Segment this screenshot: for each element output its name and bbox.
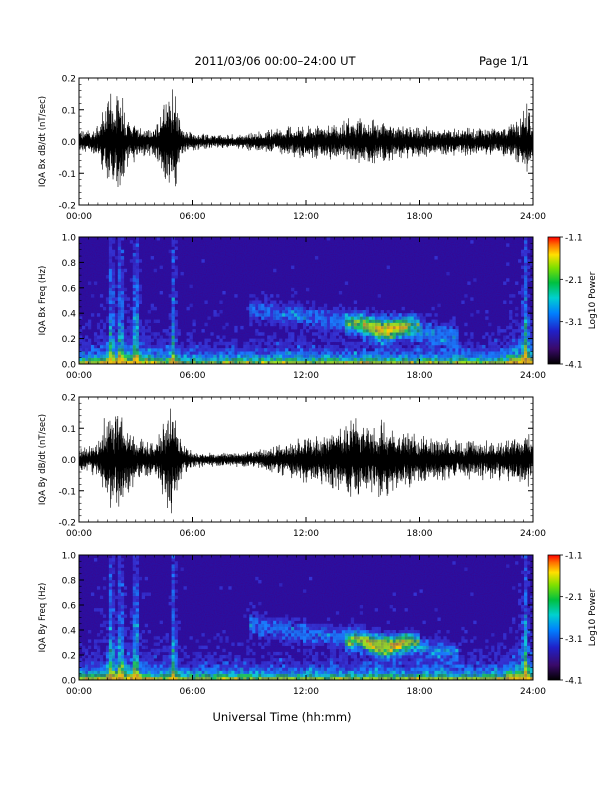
series-trace bbox=[79, 409, 533, 514]
y-tick-label: 0.0 bbox=[62, 138, 77, 148]
y-tick-label: -0.1 bbox=[58, 487, 76, 497]
x-tick-label: 24:00 bbox=[520, 529, 546, 539]
x-tick-label: 12:00 bbox=[293, 371, 319, 381]
y-axis-label: IQA Bx dB/dt (nT/sec) bbox=[38, 96, 48, 187]
colorbar-tick-label: -2.1 bbox=[565, 276, 583, 286]
y-tick-label: 0.8 bbox=[62, 577, 77, 587]
y-tick-label: 0.2 bbox=[62, 335, 76, 345]
colorbar: -1.1 -2.1 -3.1 -4.1 Log10 Power bbox=[548, 552, 598, 687]
x-tick-label: 00:00 bbox=[66, 687, 92, 697]
x-tick-label: 06:00 bbox=[180, 371, 206, 381]
panel-3: 00:00 06:00 12:00 18:00 24:00 -0.2 -0.1 0.0 0.1 0… bbox=[38, 394, 546, 540]
y-tick-label: 0.4 bbox=[62, 627, 77, 637]
y-tick-label: -0.2 bbox=[58, 519, 76, 529]
x-tick-label: 18:00 bbox=[407, 687, 433, 697]
colorbar-gradient bbox=[548, 555, 560, 680]
y-tick-label: 0.0 bbox=[62, 361, 77, 371]
y-tick-label: 0.1 bbox=[62, 425, 76, 435]
panels: 00:00 06:00 12:00 18:00 24:00 -0.2 -0.1 0.0 0.1 0… bbox=[38, 75, 598, 698]
colorbar-tick-label: -1.1 bbox=[565, 234, 583, 244]
x-tick-label: 00:00 bbox=[66, 529, 92, 539]
colorbar: -1.1 -2.1 -3.1 -4.1 Log10 Power bbox=[548, 234, 598, 371]
y-tick-label: 1.0 bbox=[62, 234, 77, 244]
y-tick-label: 0.2 bbox=[62, 394, 76, 404]
panel-2: -1.1 -2.1 -3.1 -4.1 Log10 Power 00:00 06:00 12:… bbox=[38, 234, 598, 382]
y-tick-label: 0.2 bbox=[62, 652, 76, 662]
colorbar-label: Log10 Power bbox=[588, 588, 598, 646]
x-tick-label: 00:00 bbox=[66, 371, 92, 381]
y-tick-label: 0.6 bbox=[62, 284, 77, 294]
x-tick-label: 06:00 bbox=[180, 529, 206, 539]
y-tick-label: -0.1 bbox=[58, 170, 76, 180]
y-tick-label: 0.2 bbox=[62, 75, 76, 85]
y-tick-label: 0.8 bbox=[62, 259, 77, 269]
x-tick-label: 18:00 bbox=[407, 529, 433, 539]
y-tick-label: 1.0 bbox=[62, 552, 77, 562]
colorbar-tick-label: -3.1 bbox=[565, 635, 583, 645]
x-tick-label: 06:00 bbox=[180, 212, 206, 222]
x-tick-label: 12:00 bbox=[293, 212, 319, 222]
colorbar-tick-label: -4.1 bbox=[565, 677, 583, 687]
x-tick-label: 12:00 bbox=[293, 687, 319, 697]
y-tick-label: 0.4 bbox=[62, 310, 77, 320]
x-tick-label: 24:00 bbox=[520, 212, 546, 222]
x-tick-label: 12:00 bbox=[293, 529, 319, 539]
y-axis-label: IQA Bx Freq (Hz) bbox=[38, 266, 48, 336]
x-tick-label: 18:00 bbox=[407, 371, 433, 381]
x-tick-label: 18:00 bbox=[407, 212, 433, 222]
y-axis-label: IQA By Freq (Hz) bbox=[38, 583, 48, 653]
x-axis-title: Universal Time (hh:mm) bbox=[212, 710, 351, 724]
y-tick-label: -0.2 bbox=[58, 202, 76, 212]
y-tick-label: 0.1 bbox=[62, 106, 76, 116]
x-tick-label: 00:00 bbox=[66, 212, 92, 222]
x-tick-label: 24:00 bbox=[520, 687, 546, 697]
x-tick-label: 24:00 bbox=[520, 371, 546, 381]
x-tick-label: 06:00 bbox=[180, 687, 206, 697]
colorbar-tick-label: -1.1 bbox=[565, 552, 583, 562]
series-trace bbox=[79, 89, 533, 187]
y-tick-label: 0.6 bbox=[62, 602, 77, 612]
colorbar-tick-label: -2.1 bbox=[565, 593, 583, 603]
colorbar-gradient bbox=[548, 237, 560, 364]
y-axis-label: IQA By dB/dt (nT/sec) bbox=[38, 414, 48, 505]
panel-1: 00:00 06:00 12:00 18:00 24:00 -0.2 -0.1 0.0 0.1 0… bbox=[38, 75, 546, 223]
colorbar-tick-label: -3.1 bbox=[565, 318, 583, 328]
y-tick-label: 0.0 bbox=[62, 456, 77, 466]
page-number: Page 1/1 bbox=[479, 54, 529, 68]
panel-4: -1.1 -2.1 -3.1 -4.1 Log10 Power 00:00 06:00 12:… bbox=[38, 552, 598, 698]
colorbar-label: Log10 Power bbox=[588, 271, 598, 329]
y-tick-label: 0.0 bbox=[62, 677, 77, 687]
page-title: 2011/03/06 00:00–24:00 UT bbox=[194, 54, 356, 68]
colorbar-tick-label: -4.1 bbox=[565, 361, 583, 371]
